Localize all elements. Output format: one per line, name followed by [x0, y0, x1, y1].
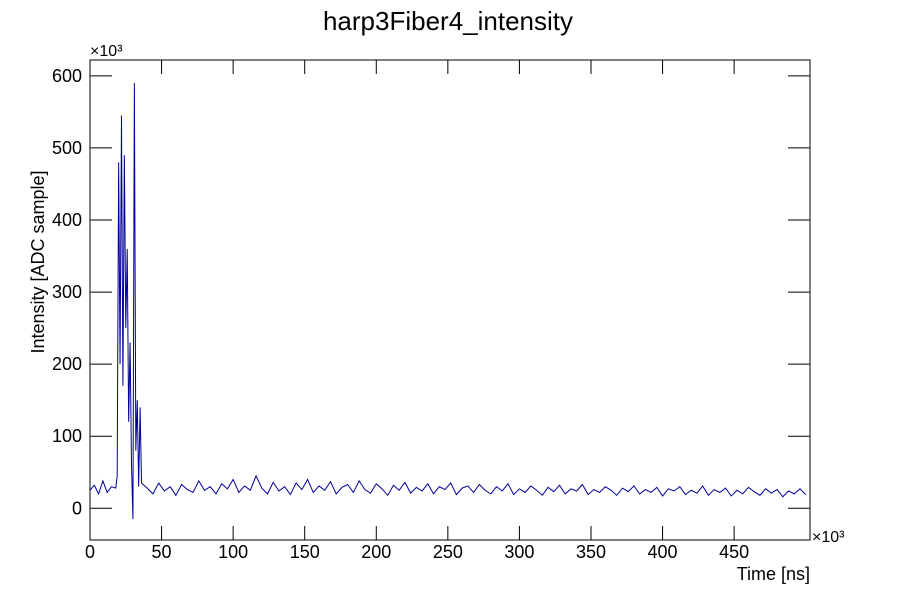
y-tick-label: 200	[52, 354, 82, 374]
x-multiplier: ×10³	[812, 529, 845, 546]
x-tick-label: 450	[719, 542, 749, 562]
plot-frame	[89, 59, 811, 541]
chart-title: harp3Fiber4_intensity	[323, 6, 573, 36]
y-tick-label: 400	[52, 210, 82, 230]
x-tick-label: 100	[218, 542, 248, 562]
x-axis-label: Time [ns]	[737, 564, 810, 584]
data-line	[90, 83, 807, 520]
y-multiplier: ×10³	[90, 43, 123, 60]
x-tick-label: 250	[433, 542, 463, 562]
x-tick-label: 200	[361, 542, 391, 562]
y-tick-label: 600	[52, 66, 82, 86]
y-tick-label: 0	[72, 498, 82, 518]
y-tick-label: 100	[52, 426, 82, 446]
y-tick-label: 300	[52, 282, 82, 302]
x-tick-label: 400	[648, 542, 678, 562]
x-tick-label: 350	[576, 542, 606, 562]
x-tick-label: 300	[504, 542, 534, 562]
y-tick-label: 500	[52, 138, 82, 158]
x-tick-label: 50	[152, 542, 172, 562]
x-tick-label: 150	[290, 542, 320, 562]
x-tick-label: 0	[85, 542, 95, 562]
y-axis-label: Intensity [ADC sample]	[28, 170, 48, 353]
